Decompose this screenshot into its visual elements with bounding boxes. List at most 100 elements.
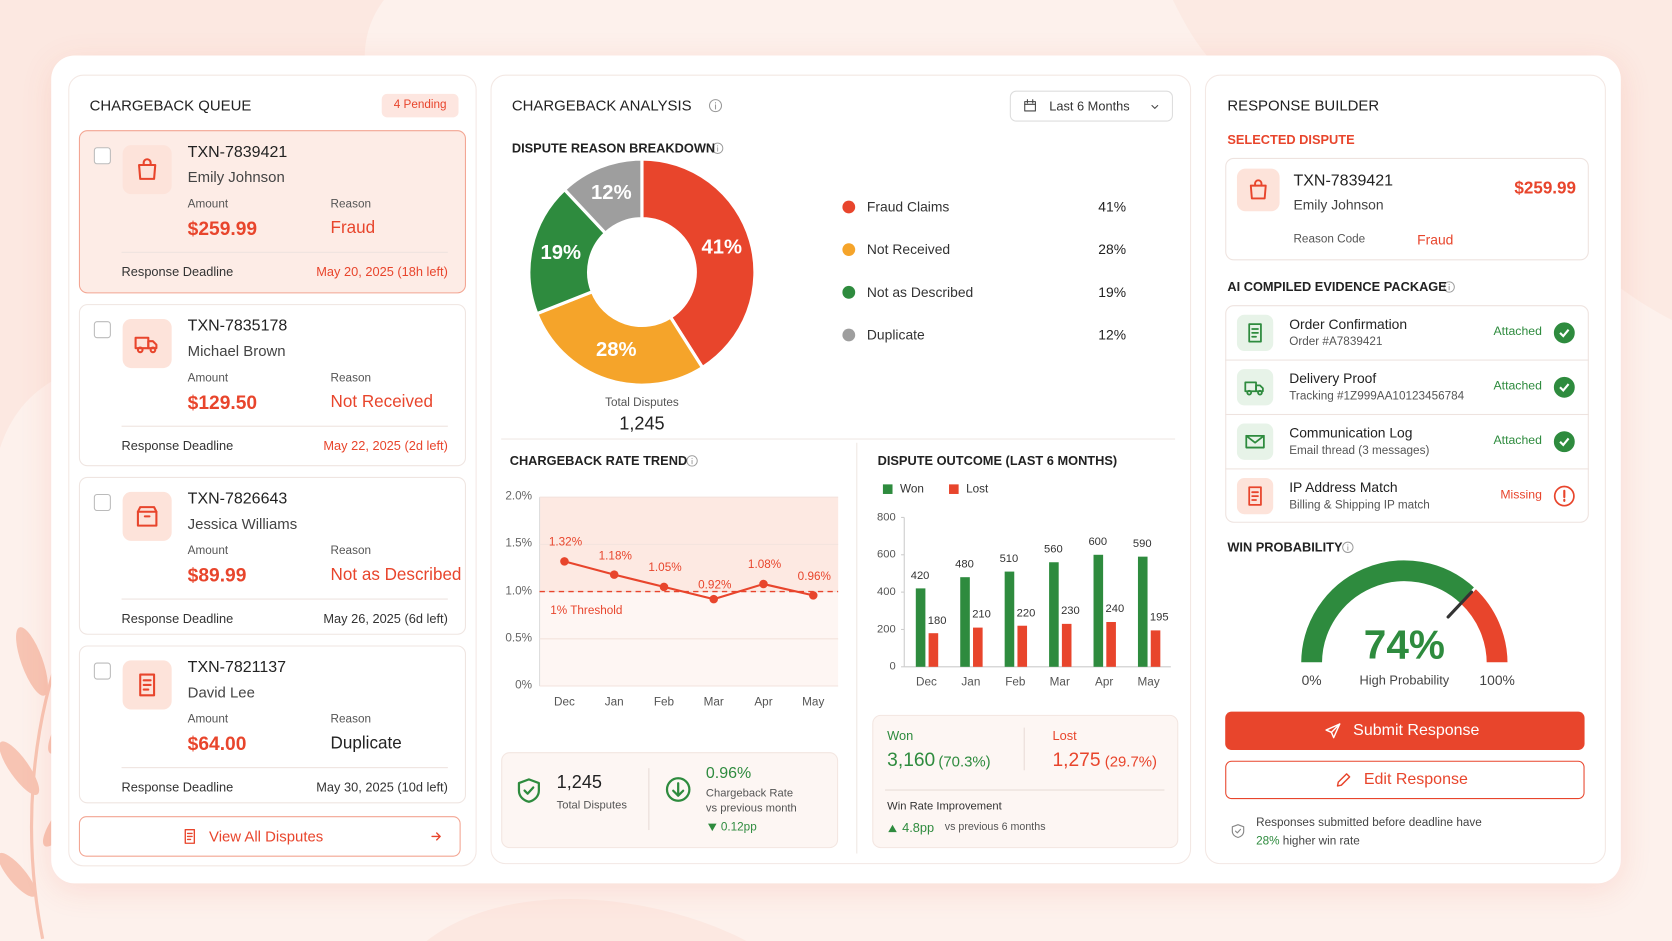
slice-label: 28% <box>595 339 637 362</box>
evidence-status: Attached <box>1493 325 1542 339</box>
y-tick-label: 600 <box>877 548 896 561</box>
icon-box <box>1236 168 1280 212</box>
down-triangle <box>708 823 717 832</box>
deadline-label: Response Deadline <box>121 264 234 280</box>
data-label: 1.18% <box>598 549 632 563</box>
evidence-title: Order Confirmation <box>1289 316 1408 333</box>
check-mark <box>1559 383 1570 393</box>
reason-code-label: Reason Code <box>1293 233 1366 246</box>
section-label: SELECTED DISPUTE <box>1227 132 1355 148</box>
legend-label: Duplicate <box>866 326 925 343</box>
badge-label: 4 Pending <box>393 98 447 112</box>
amount-label: Amount <box>187 371 229 385</box>
y-tick-label: 1.0% <box>505 584 533 598</box>
x-tick-label: Jan <box>604 696 624 709</box>
icon-part <box>1251 491 1259 501</box>
view-all-label[interactable]: View All Disputes <box>209 827 324 845</box>
icon-part <box>1257 389 1263 396</box>
x-tick-label: Dec <box>554 696 575 709</box>
checkbox[interactable] <box>93 493 111 512</box>
point <box>560 557 569 566</box>
bar <box>1106 621 1116 667</box>
reason: Fraud <box>330 219 376 238</box>
legend-value: 28% <box>1098 241 1127 258</box>
icon <box>1151 105 1159 109</box>
customer-name: Emily Johnson <box>1293 196 1384 213</box>
icon-part <box>1245 434 1265 444</box>
submit-label[interactable]: Submit Response <box>1353 721 1480 740</box>
amount: $259.99 <box>1514 179 1577 198</box>
icon-part <box>1255 384 1264 393</box>
reason-label: Reason <box>330 713 371 726</box>
transaction-id: TXN-7835178 <box>187 316 288 336</box>
chart-title: DISPUTE OUTCOME (LAST 6 MONTHS) <box>877 453 1118 469</box>
transaction-id: TXN-7839421 <box>1293 171 1394 190</box>
lost-value: 1,275 <box>1052 749 1101 771</box>
gauge-subtitle: High Probability <box>1359 672 1450 688</box>
won-label: Won <box>887 728 914 744</box>
icon-part <box>672 782 685 797</box>
divider <box>856 442 858 854</box>
checkbox[interactable] <box>93 321 111 339</box>
stats-box <box>501 752 839 849</box>
x-tick-label: Feb <box>653 696 675 709</box>
data-label: 510 <box>999 552 1019 565</box>
icon <box>517 778 540 803</box>
icon <box>184 828 196 844</box>
bar <box>1061 623 1072 667</box>
chart-title: CHARGEBACK RATE TREND <box>509 453 688 469</box>
period-label[interactable]: Last 6 Months <box>1049 99 1130 114</box>
view-all-button[interactable] <box>78 816 461 857</box>
icon <box>1248 486 1262 506</box>
deadline: May 26, 2025 (6d left) <box>323 611 448 627</box>
separator <box>121 425 448 427</box>
y-tick-label: 200 <box>877 622 896 636</box>
legend-dot <box>842 328 856 342</box>
panel-title: CHARGEBACK ANALYSIS <box>511 96 692 114</box>
x-tick-label: Mar <box>703 696 724 709</box>
period-dropdown[interactable] <box>1009 90 1173 122</box>
checkbox[interactable] <box>93 662 111 680</box>
icon <box>1249 179 1267 200</box>
bar <box>960 577 970 667</box>
y-tick-label: 1.5% <box>505 537 533 551</box>
chart-title: DISPUTE REASON BREAKDOWN <box>511 140 716 156</box>
note-highlight: 28% <box>1256 834 1280 848</box>
amount: $64.00 <box>187 733 247 755</box>
legend-label: Fraud Claims <box>866 198 950 215</box>
icon-part <box>1151 105 1159 109</box>
amount-label: Amount <box>187 544 229 558</box>
check-icon <box>1553 431 1575 453</box>
queue-panel <box>68 74 477 867</box>
stat-value: 0.96% <box>705 763 752 783</box>
threshold-label: 1% Threshold <box>550 603 623 617</box>
icon-part <box>1244 381 1257 393</box>
analysis-panel <box>490 74 1192 865</box>
evidence-title: Communication Log <box>1289 424 1413 441</box>
icon-part <box>523 786 535 795</box>
legend-swatch <box>882 484 893 494</box>
amount: $259.99 <box>187 217 258 240</box>
selected-box <box>1225 157 1589 261</box>
icon-part <box>1248 323 1262 343</box>
data-label: 230 <box>1061 604 1080 618</box>
panel-title: RESPONSE BUILDER <box>1227 96 1380 114</box>
edit-button[interactable] <box>1225 760 1585 800</box>
icon-part <box>711 142 724 154</box>
edit-label[interactable]: Edit Response <box>1363 770 1468 789</box>
icon <box>431 832 441 841</box>
icon <box>708 99 723 113</box>
checkbox[interactable] <box>93 147 111 165</box>
icon <box>1024 99 1036 112</box>
y-tick-label: 400 <box>877 585 896 599</box>
data-label: 240 <box>1105 602 1125 616</box>
check-icon <box>1553 376 1575 398</box>
point <box>659 582 669 592</box>
icon-part <box>147 340 158 350</box>
icon-part <box>426 899 747 941</box>
stat-change: 0.12pp <box>720 820 757 834</box>
total-label: Total Disputes <box>605 396 679 410</box>
note: higher win rate <box>1282 834 1360 848</box>
submit-button[interactable] <box>1225 711 1585 751</box>
evidence-title: Delivery Proof <box>1289 370 1377 387</box>
